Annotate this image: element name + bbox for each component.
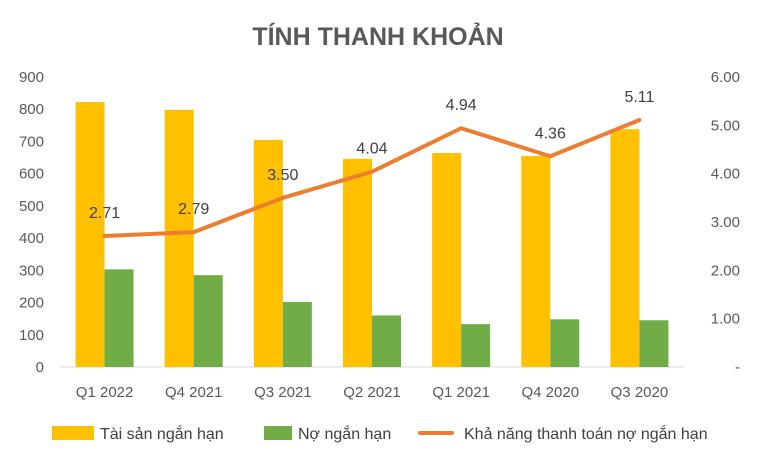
data-labels: 2.71 2.79 3.50 4.04 4.94 4.36 5.11 xyxy=(89,89,655,222)
ratio-data-label: 5.11 xyxy=(624,89,654,106)
y-left-tick-label: 300 xyxy=(19,262,44,279)
bar-short-term-liabilities xyxy=(550,319,580,367)
y-right-tick-label: 4.00 xyxy=(711,166,740,183)
bar-short-term-assets xyxy=(253,139,283,367)
bar-short-term-liabilities xyxy=(372,315,401,367)
bar-short-term-liabilities xyxy=(461,324,491,367)
x-tick-label: Q2 2021 xyxy=(343,384,401,401)
ratio-data-label: 4.94 xyxy=(446,97,477,114)
x-tick-label: Q3 2020 xyxy=(611,384,669,401)
y-right-tick-label: 2.00 xyxy=(711,262,740,279)
y-right-tick-label: 3.00 xyxy=(711,214,740,231)
bar-short-term-assets xyxy=(521,155,551,367)
bar-short-term-assets xyxy=(164,109,194,367)
ratio-data-label: 2.71 xyxy=(89,205,120,222)
bar-short-term-liabilities xyxy=(193,275,223,367)
ratio-line xyxy=(102,118,642,239)
x-tick-label: Q1 2022 xyxy=(76,384,134,401)
legend-swatch xyxy=(52,426,94,440)
y-left-tick-label: 400 xyxy=(19,230,44,247)
y-left-tick-label: 100 xyxy=(19,327,44,344)
y-left-tick-label: 700 xyxy=(19,133,44,150)
y-left-tick-label: 200 xyxy=(19,295,44,312)
ratio-data-label: 4.04 xyxy=(356,141,387,158)
y-left-tick-label: 500 xyxy=(19,198,44,215)
x-tick-label: Q4 2021 xyxy=(165,384,223,401)
bar-short-term-liabilities xyxy=(104,269,134,367)
legend-swatch xyxy=(264,426,292,440)
y-left-tick-label: 600 xyxy=(19,166,44,183)
bars xyxy=(75,102,669,367)
bar-short-term-assets xyxy=(343,158,372,367)
ratio-line-path xyxy=(102,118,642,239)
ratio-data-label: 4.36 xyxy=(535,125,566,142)
bar-short-term-liabilities xyxy=(639,320,669,367)
legend-label: Khả năng thanh toán nợ ngắn hạn xyxy=(464,424,708,443)
bar-short-term-assets xyxy=(432,153,462,367)
ratio-data-label: 2.79 xyxy=(178,201,209,218)
y-right-tick-label: - xyxy=(735,359,740,376)
y-right-tick-label: 1.00 xyxy=(711,311,740,328)
axes: 0 100 200 300 400 500 600 700 800 900 - 1.00 2.00 3.0… xyxy=(19,69,740,401)
legend-label: Tài sản ngắn hạn xyxy=(100,424,224,443)
x-tick-label: Q4 2020 xyxy=(522,384,580,401)
y-right-tick-label: 6.00 xyxy=(711,69,740,86)
bar-short-term-liabilities xyxy=(282,301,312,367)
y-right-tick-label: 5.00 xyxy=(711,117,740,134)
chart-title: TÍNH THANH KHOẢN xyxy=(252,21,503,51)
bar-short-term-assets xyxy=(610,129,640,367)
y-left-tick-label: 800 xyxy=(19,101,44,118)
x-tick-label: Q1 2021 xyxy=(432,384,490,401)
ratio-data-label: 3.50 xyxy=(267,167,298,184)
y-left-tick-label: 0 xyxy=(36,359,44,376)
legend: Tài sản ngắn hạn Nợ ngắn hạn Khả năng than… xyxy=(52,424,708,443)
bar-short-term-assets xyxy=(75,102,105,367)
legend-label: Nợ ngắn hạn xyxy=(298,424,391,443)
y-left-tick-label: 900 xyxy=(19,69,44,86)
x-tick-label: Q3 2021 xyxy=(254,384,312,401)
